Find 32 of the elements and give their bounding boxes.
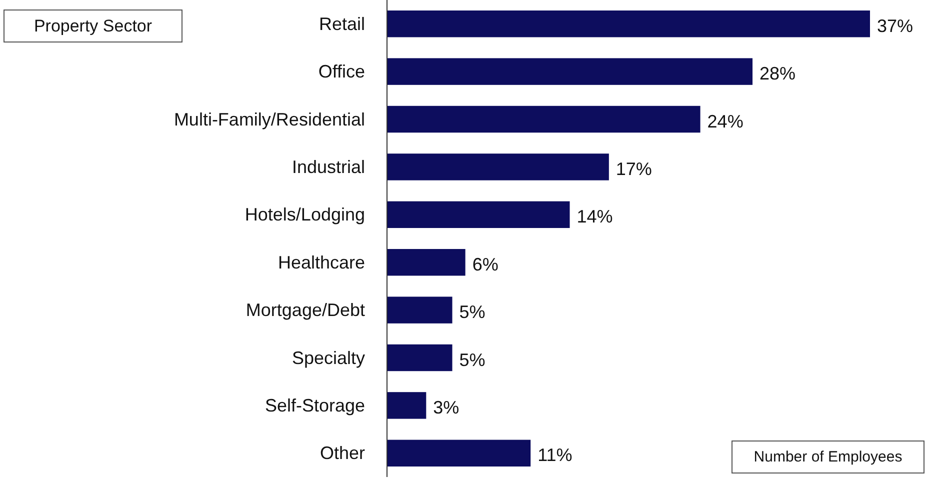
data-label: 28%: [760, 64, 796, 84]
data-label: 6%: [472, 254, 498, 274]
bar: [387, 248, 466, 276]
bar: [387, 296, 452, 324]
y-tick-label: Retail: [318, 14, 365, 34]
y-tick-label: Hotels/Lodging: [244, 204, 365, 225]
y-tick-label: Office: [318, 62, 365, 82]
bar: [387, 10, 870, 38]
y-tick-label: Multi-Family/Residential: [174, 109, 365, 130]
x-axis-title: Number of Employees: [754, 448, 902, 466]
bar: [387, 106, 700, 133]
y-tick-label: Healthcare: [278, 252, 365, 272]
data-label: 37%: [877, 16, 914, 36]
y-tick-label: Self-Storage: [264, 395, 365, 416]
data-label: 17%: [616, 158, 652, 179]
y-tick-label: Other: [320, 443, 365, 464]
bar: [387, 440, 531, 467]
bar: [387, 201, 570, 228]
data-label: 3%: [433, 397, 460, 418]
bar: [387, 344, 452, 372]
bar: [387, 392, 426, 419]
bar: [387, 58, 753, 85]
data-label: 24%: [707, 111, 744, 132]
bar: [387, 154, 609, 180]
y-tick-label: Mortgage/Debt: [246, 300, 365, 320]
data-label: 14%: [576, 206, 613, 227]
data-label: 5%: [459, 302, 486, 322]
y-axis-title: Property Sector: [34, 16, 152, 36]
y-tick-label: Industrial: [292, 156, 365, 177]
data-label: 11%: [538, 445, 572, 466]
y-tick-label: Specialty: [292, 348, 365, 368]
data-label: 5%: [459, 350, 486, 370]
